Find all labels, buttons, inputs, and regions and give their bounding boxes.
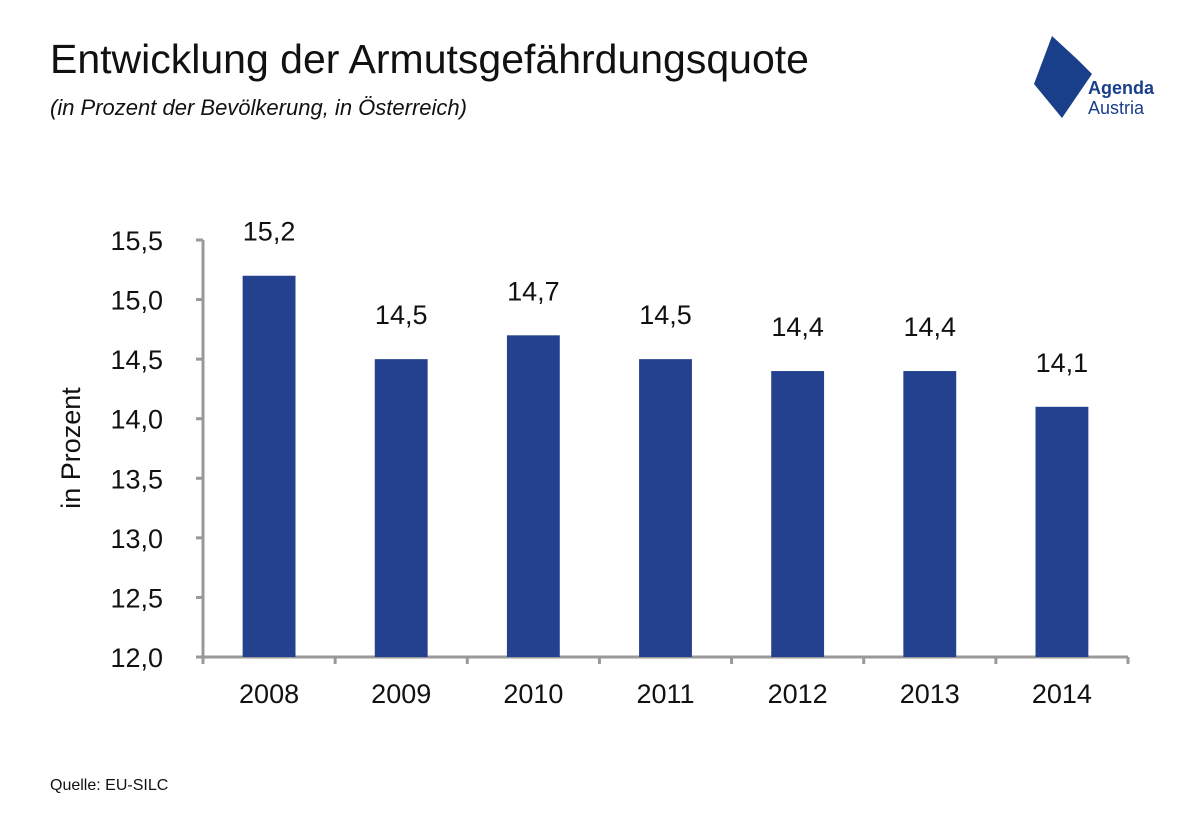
data-label: 14,4 (904, 312, 957, 342)
data-labels-group: 15,2 14,5 14,7 14,5 14,4 14,4 14,1 (243, 217, 1088, 378)
bars-group (242, 275, 1089, 657)
y-tick-label: 15,0 (110, 286, 163, 316)
x-tick-label: 2010 (503, 679, 563, 709)
x-tick-label: 2009 (371, 679, 431, 709)
bar (506, 335, 560, 657)
bar (639, 359, 692, 657)
x-tick-label: 2014 (1032, 679, 1092, 709)
y-tick-label: 12,5 (110, 583, 163, 613)
y-tick-label: 14,5 (110, 345, 163, 375)
bar (903, 371, 957, 657)
x-axis: 2008 2009 2010 2011 2012 2013 2014 (201, 655, 1130, 709)
y-axis: 12,0 12,5 13,0 13,5 14,0 14,5 15,0 15,5 (110, 226, 205, 673)
y-tick-label: 13,0 (110, 524, 163, 554)
page-subtitle: (in Prozent der Bevölkerung, in Österrei… (50, 95, 467, 120)
data-label: 14,7 (507, 276, 560, 306)
y-tick-label: 15,5 (110, 226, 163, 256)
data-label: 14,4 (771, 312, 824, 342)
data-label: 14,5 (375, 300, 428, 330)
bar (374, 359, 428, 657)
page-title: Entwicklung der Armutsgefährdungsquote (50, 36, 809, 82)
bar (771, 371, 825, 657)
data-label: 15,2 (243, 217, 296, 247)
x-tick-label: 2011 (636, 679, 694, 709)
brand-logo: Agenda Austria (1030, 34, 1180, 124)
x-tick-label: 2012 (768, 679, 828, 709)
x-tick-label: 2008 (239, 679, 299, 709)
bar (242, 275, 296, 657)
logo-text-line1: Agenda (1088, 78, 1155, 98)
y-axis-label: in Prozent (56, 387, 86, 509)
logo-text-line2: Austria (1088, 98, 1145, 118)
agenda-austria-logo-icon (1034, 36, 1092, 118)
y-tick-label: 14,0 (110, 405, 163, 435)
y-tick-label: 13,5 (110, 464, 163, 494)
data-label: 14,1 (1036, 348, 1089, 378)
x-tick-label: 2013 (900, 679, 960, 709)
bar (1035, 406, 1089, 657)
y-tick-label: 12,0 (110, 643, 163, 673)
data-label: 14,5 (639, 300, 692, 330)
source-note: Quelle: EU-SILC (50, 777, 169, 794)
